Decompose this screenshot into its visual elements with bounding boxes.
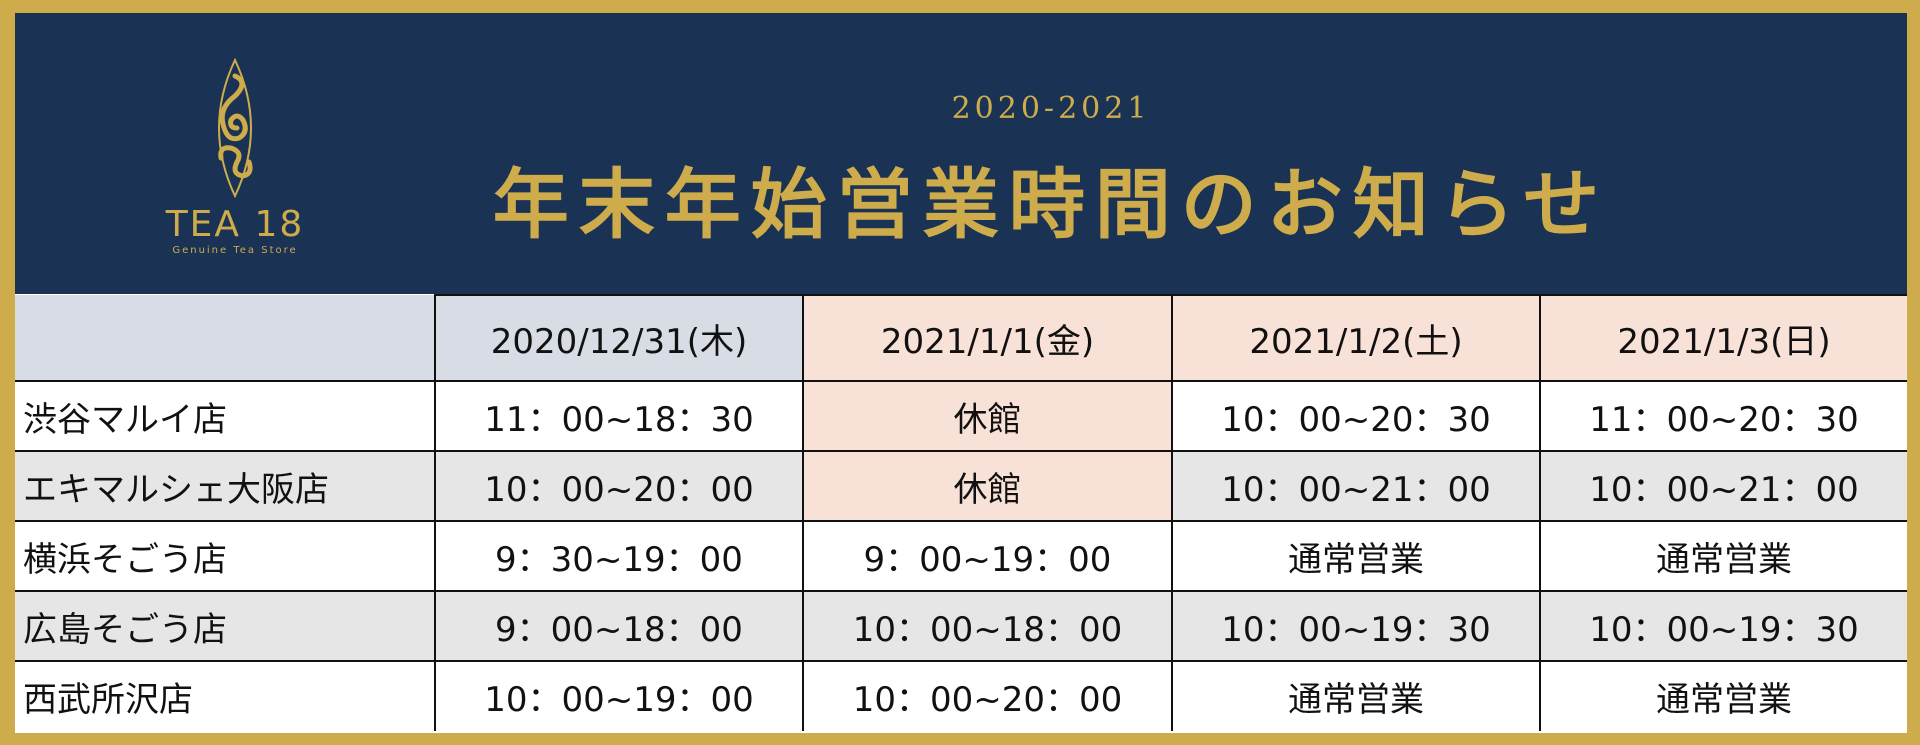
logo: TEA 18 Genuine Tea Store [155,57,315,268]
leaf-logo-icon [218,57,253,199]
column-header: 2021/1/3(日) [1539,294,1907,382]
hours-cell: 休館 [802,380,1173,452]
hours-cell: 通常営業 [1539,520,1907,592]
table-row: 広島そごう店 9：00~18：00 10：00~18：00 10：00~19：3… [15,590,1907,662]
hours-cell: 9：00~18：00 [434,590,804,662]
column-header [15,295,436,382]
hours-cell: 9：00~19：00 [802,520,1173,592]
hours-cell: 11：00~18：30 [434,380,804,452]
table-row: 横浜そごう店 9：30~19：00 9：00~19：00 通常営業 通常営業 [15,520,1907,592]
hours-cell: 10：00~21：00 [1539,450,1907,522]
hours-cell: 10：00~21：00 [1171,450,1541,522]
hours-cell: 休館 [802,450,1173,522]
store-name: 広島そごう店 [15,590,436,662]
hours-cell: 通常営業 [1171,660,1541,731]
table-header-row: 2020/12/31(木) 2021/1/1(金) 2021/1/2(土) 20… [15,294,1907,382]
hours-cell: 10：00~18：00 [802,590,1173,662]
hours-cell: 通常営業 [1539,660,1907,731]
hours-cell: 10：00~19：30 [1171,590,1541,662]
column-header: 2020/12/31(木) [434,294,804,382]
column-header: 2021/1/1(金) [802,294,1173,382]
table-row: エキマルシェ大阪店 10：00~20：00 休館 10：00~21：00 10：… [15,450,1907,522]
logo-brand: TEA 18 [165,204,305,245]
notice-frame: TEA 18 Genuine Tea Store 2020-2021 年末年始営… [15,13,1907,733]
store-name: 渋谷マルイ店 [15,380,436,452]
store-name: 横浜そごう店 [15,520,436,592]
column-header: 2021/1/2(土) [1171,294,1541,382]
hours-cell: 10：00~19：00 [434,660,804,731]
years-subtitle: 2020-2021 [951,91,1151,126]
hours-table: 2020/12/31(木) 2021/1/1(金) 2021/1/2(土) 20… [15,294,1907,731]
store-name: エキマルシェ大阪店 [15,450,436,522]
hours-cell: 10：00~20：00 [434,450,804,522]
hours-cell: 9：30~19：00 [434,520,804,592]
hours-cell: 10：00~20：00 [802,660,1173,731]
header-banner: TEA 18 Genuine Tea Store 2020-2021 年末年始営… [15,13,1907,294]
hours-cell: 10：00~20：30 [1171,380,1541,452]
logo-tagline: Genuine Tea Store [172,245,298,256]
table-row: 西武所沢店 10：00~19：00 10：00~20：00 通常営業 通常営業 [15,660,1907,731]
hours-cell: 通常営業 [1171,520,1541,592]
table-row: 渋谷マルイ店 11：00~18：30 休館 10：00~20：30 11：00~… [15,380,1907,452]
hours-cell: 11：00~20：30 [1539,380,1907,452]
hours-cell: 10：00~19：30 [1539,590,1907,662]
store-name: 西武所沢店 [15,660,436,731]
page-title: 年末年始営業時間のお知らせ [492,160,1610,249]
